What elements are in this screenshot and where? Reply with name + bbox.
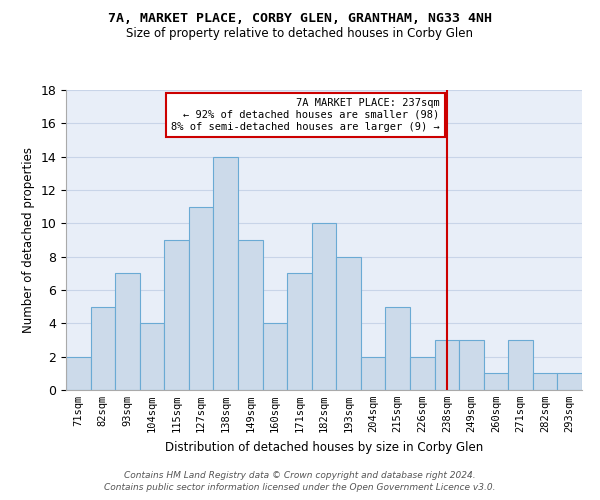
Text: Contains HM Land Registry data © Crown copyright and database right 2024.
Contai: Contains HM Land Registry data © Crown c…	[104, 471, 496, 492]
Bar	[533, 374, 557, 390]
X-axis label: Distribution of detached houses by size in Corby Glen: Distribution of detached houses by size …	[165, 440, 483, 454]
Bar	[336, 256, 361, 390]
Bar	[189, 206, 214, 390]
Text: 7A, MARKET PLACE, CORBY GLEN, GRANTHAM, NG33 4NH: 7A, MARKET PLACE, CORBY GLEN, GRANTHAM, …	[108, 12, 492, 26]
Bar	[385, 306, 410, 390]
Bar	[115, 274, 140, 390]
Y-axis label: Number of detached properties: Number of detached properties	[22, 147, 35, 333]
Bar	[484, 374, 508, 390]
Bar	[459, 340, 484, 390]
Bar	[66, 356, 91, 390]
Bar	[434, 340, 459, 390]
Bar	[361, 356, 385, 390]
Bar	[140, 324, 164, 390]
Bar	[557, 374, 582, 390]
Bar	[287, 274, 312, 390]
Text: 7A MARKET PLACE: 237sqm
← 92% of detached houses are smaller (98)
8% of semi-det: 7A MARKET PLACE: 237sqm ← 92% of detache…	[171, 98, 439, 132]
Bar	[263, 324, 287, 390]
Bar	[410, 356, 434, 390]
Bar	[164, 240, 189, 390]
Bar	[91, 306, 115, 390]
Text: Size of property relative to detached houses in Corby Glen: Size of property relative to detached ho…	[127, 28, 473, 40]
Bar	[214, 156, 238, 390]
Bar	[238, 240, 263, 390]
Bar	[508, 340, 533, 390]
Bar	[312, 224, 336, 390]
